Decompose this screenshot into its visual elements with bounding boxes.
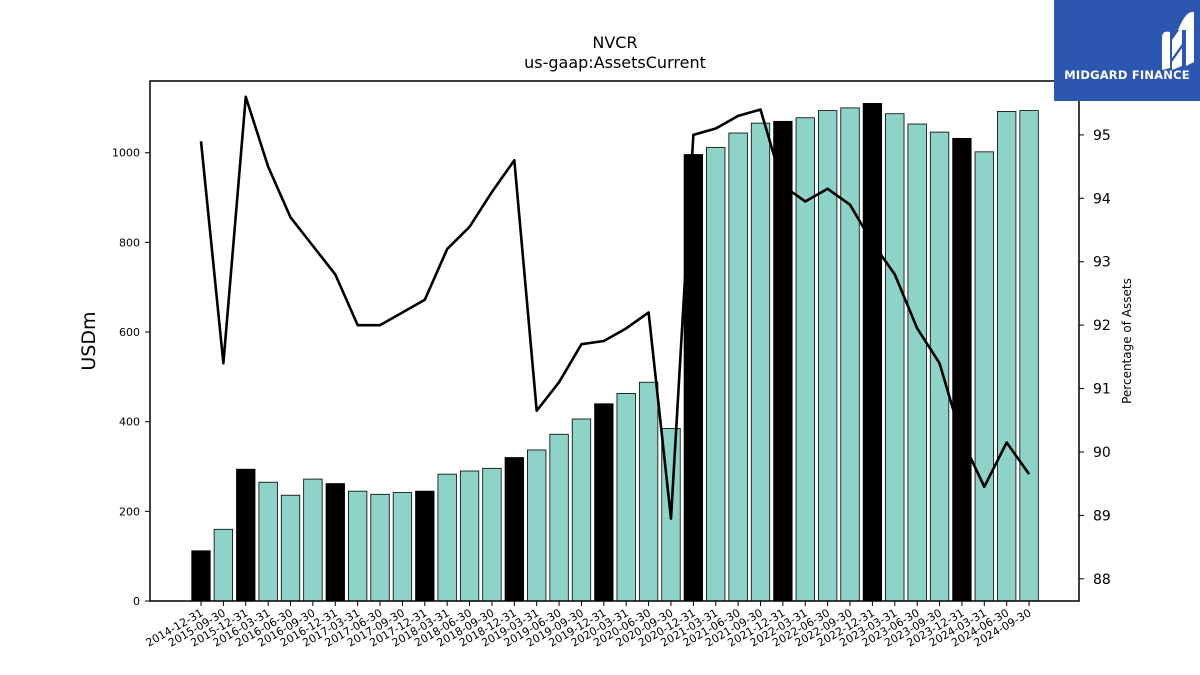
y-tick-label: 1000 bbox=[112, 147, 140, 160]
bar-2016-03-31 bbox=[258, 481, 278, 602]
bar-2018-09-30 bbox=[482, 467, 502, 602]
line-group bbox=[199, 95, 1031, 520]
midgard-finance-logo: MIDGARD FINANCE bbox=[1054, 0, 1200, 101]
right-axis: 88 89 90 91 92 93 94 95 bbox=[1079, 128, 1111, 588]
y2-tick-label: 89 bbox=[1093, 508, 1111, 524]
bar-2024-09-30 bbox=[1019, 110, 1039, 602]
bar-2022-03-31 bbox=[795, 117, 815, 602]
bar-2017-09-30 bbox=[392, 492, 413, 602]
bar-2020-06-30 bbox=[638, 381, 659, 602]
y-tick-label: 200 bbox=[119, 505, 140, 518]
y2-tick-label: 94 bbox=[1093, 191, 1111, 207]
bar-2022-06-30 bbox=[817, 110, 838, 602]
bar-2020-12-31 bbox=[683, 154, 704, 602]
bar-2021-03-31 bbox=[706, 146, 726, 602]
y-tick-label: 800 bbox=[119, 236, 140, 249]
chart-title: NVCR bbox=[592, 33, 637, 52]
bar-2018-06-30 bbox=[459, 470, 480, 602]
bar-2024-03-31 bbox=[974, 151, 994, 602]
plot-frame bbox=[149, 80, 1080, 602]
y-axis-label: USDm bbox=[78, 311, 100, 370]
y2-tick-label: 88 bbox=[1093, 572, 1111, 588]
bar-2024-06-30 bbox=[997, 111, 1017, 602]
y2-tick-label: 91 bbox=[1093, 382, 1111, 398]
bar-2023-12-31 bbox=[952, 137, 972, 602]
y-tick-label: 400 bbox=[119, 416, 140, 429]
bar-2023-03-31 bbox=[885, 113, 905, 602]
bar-2019-03-31 bbox=[527, 449, 547, 602]
bar-2022-12-31 bbox=[862, 103, 883, 602]
bar-2015-12-31 bbox=[236, 468, 256, 602]
y2-tick-label: 90 bbox=[1093, 445, 1111, 461]
y2-tick-label: 92 bbox=[1093, 318, 1111, 334]
bar-2019-09-30 bbox=[571, 418, 592, 602]
bar-2016-06-30 bbox=[280, 494, 301, 602]
percentage-line bbox=[199, 95, 1031, 520]
bar-2018-12-31 bbox=[504, 457, 524, 602]
bar-2016-09-30 bbox=[303, 478, 323, 602]
bar-2017-06-30 bbox=[370, 493, 390, 602]
bar-2020-03-31 bbox=[616, 393, 636, 602]
logo-text: MIDGARD FINANCE bbox=[1064, 68, 1190, 82]
y2-axis-label: Percentage of Assets bbox=[1120, 278, 1134, 404]
bar-2019-06-30 bbox=[549, 433, 569, 602]
bar-2016-12-31 bbox=[325, 483, 345, 602]
bar-2015-09-30 bbox=[213, 528, 234, 602]
bar-2017-12-31 bbox=[415, 490, 435, 602]
logo-mark-icon bbox=[1162, 11, 1194, 71]
left-axis: 0 200 400 600 800 1000 bbox=[112, 147, 150, 608]
bar-2023-06-30 bbox=[907, 123, 927, 602]
y-tick-label: 600 bbox=[119, 326, 140, 339]
bars-group bbox=[191, 103, 1039, 602]
bar-2021-06-30 bbox=[728, 132, 748, 602]
bar-2014-12-31 bbox=[191, 550, 211, 602]
chart-subtitle: us-gaap:AssetsCurrent bbox=[524, 53, 706, 72]
bar-2021-09-30 bbox=[750, 122, 771, 602]
x-axis: 2014-12-312015-09-302015-12-312016-03-31… bbox=[144, 601, 1034, 650]
bar-2022-09-30 bbox=[840, 107, 860, 602]
bar-2017-03-31 bbox=[348, 490, 368, 602]
y2-tick-label: 95 bbox=[1093, 128, 1111, 144]
bar-2021-12-31 bbox=[773, 120, 793, 602]
y2-tick-label: 93 bbox=[1093, 255, 1111, 271]
y-tick-label: 0 bbox=[133, 595, 140, 608]
bar-2018-03-31 bbox=[437, 473, 457, 602]
bar-2019-12-31 bbox=[594, 403, 614, 602]
